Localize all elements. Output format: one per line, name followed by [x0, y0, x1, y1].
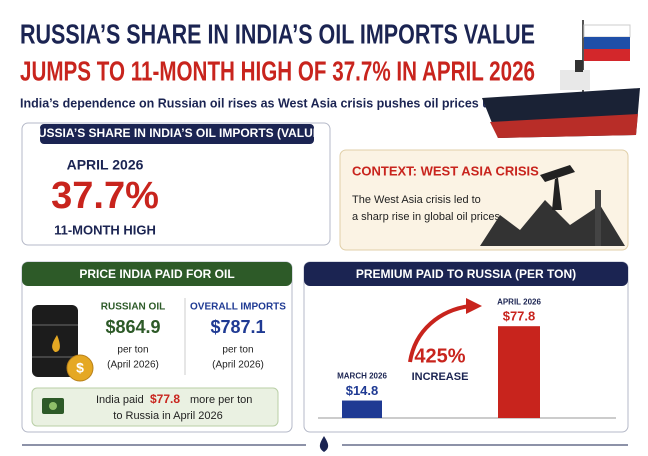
arrow-head	[466, 298, 482, 314]
bar-category: APRIL 2026	[497, 297, 541, 306]
bar	[498, 326, 540, 418]
panel-heading: PRICE INDIA PAID FOR OIL	[79, 267, 234, 281]
column-label: RUSSIAN OIL	[101, 302, 165, 313]
increase-value: 425%	[414, 345, 465, 367]
price-value: $787.1	[210, 317, 265, 337]
context-text: a sharp rise in global oil prices.	[352, 211, 503, 223]
increase-label: INCREASE	[412, 371, 469, 383]
panel-heading: RUSSIA’S SHARE IN INDIA’S OIL IMPORTS (V…	[29, 126, 325, 140]
note-amount: $77.8	[150, 392, 180, 406]
context-panel: CONTEXT: WEST ASIA CRISIS The West Asia …	[339, 149, 629, 251]
column-label: OVERALL IMPORTS	[190, 302, 286, 313]
title: JUMPS TO 11-MONTH HIGH OF 37.7% IN APRIL…	[20, 55, 535, 86]
ship-illustration	[482, 20, 640, 138]
svg-text:$: $	[76, 360, 84, 376]
bar-value: $77.8	[503, 309, 536, 324]
share-panel: RUSSIA’S SHARE IN INDIA’S OIL IMPORTS (V…	[21, 122, 331, 246]
price-panel: PRICE INDIA PAID FOR OIL $ RUSSIAN OIL $…	[21, 261, 293, 433]
title: RUSSIA’S SHARE IN INDIA’S OIL IMPORTS VA…	[20, 18, 535, 49]
subtitle: India’s dependence on Russian oil rises …	[20, 96, 498, 110]
period: APRIL 2026	[67, 157, 144, 173]
context-text: The West Asia crisis led to	[352, 194, 481, 206]
note-text: to Russia in April 2026	[113, 410, 222, 422]
unit: per ton	[117, 345, 148, 356]
note-text: more per ton	[190, 394, 252, 406]
price-value: $864.9	[105, 317, 160, 337]
share-note: 11-MONTH HIGH	[54, 222, 156, 237]
premium-panel: PREMIUM PAID TO RUSSIA (PER TON) 425% IN…	[303, 261, 629, 433]
drop-icon	[319, 436, 329, 452]
unit: per ton	[222, 345, 253, 356]
context-heading: CONTEXT: WEST ASIA CRISIS	[352, 163, 539, 178]
bar-value: $14.8	[346, 383, 379, 398]
barrel-icon: $	[32, 305, 94, 382]
panel-heading: PREMIUM PAID TO RUSSIA (PER TON)	[356, 267, 576, 281]
share-value: 37.7%	[51, 175, 159, 217]
bar	[342, 400, 382, 418]
arrow	[408, 304, 471, 363]
note-text: India paid	[96, 394, 144, 406]
bar-category: MARCH 2026	[337, 372, 387, 381]
period: (April 2026)	[212, 360, 264, 371]
period: (April 2026)	[107, 360, 159, 371]
